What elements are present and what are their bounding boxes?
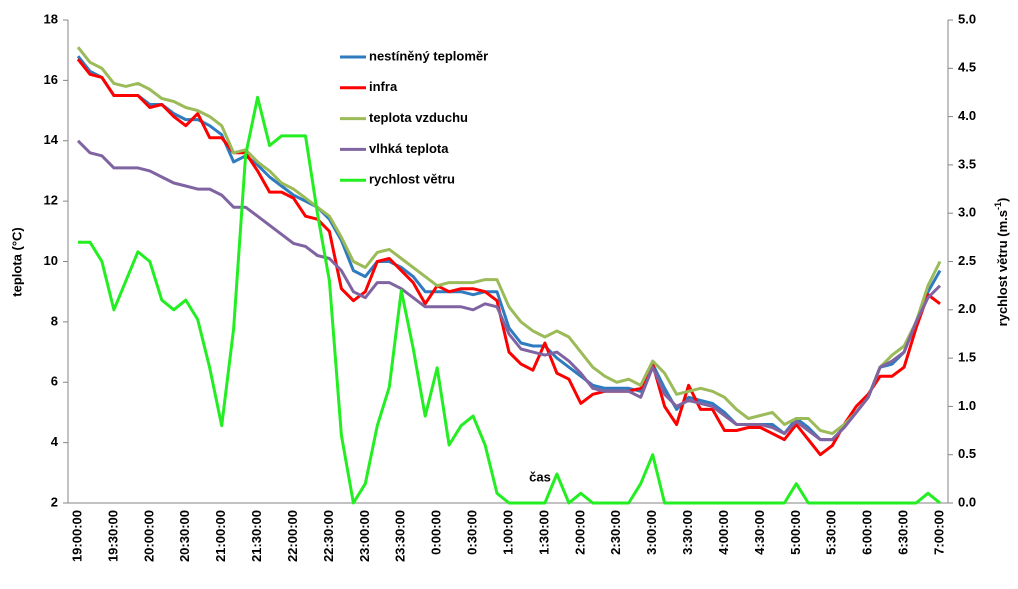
y2-tick-label: 2.5 <box>958 253 976 268</box>
x-tick-label: 1:00:00 <box>500 510 515 555</box>
x-tick-label: 4:00:00 <box>716 510 731 555</box>
x-tick-label: 22:00:00 <box>285 510 300 562</box>
series-line <box>76 55 942 442</box>
x-tick-label: 5:00:00 <box>788 510 803 555</box>
y2-tick-label: 0.5 <box>958 446 976 461</box>
legend-label: nestíněný teploměr <box>369 48 488 63</box>
x-tick-label: 7:00:00 <box>931 510 946 555</box>
x-tick-label: 6:00:00 <box>860 510 875 555</box>
y-tick-label: 6 <box>51 374 58 389</box>
y2-tick-label: 4.0 <box>958 108 976 123</box>
y2-axis-label: rychlost větru (m.s-1) <box>993 198 1010 327</box>
x-tick-label: 23:00:00 <box>357 510 372 562</box>
x-tick-label: 1:30:00 <box>536 510 551 555</box>
x-tick-label: 19:30:00 <box>105 510 120 562</box>
x-tick-label: 23:30:00 <box>393 510 408 562</box>
y2-tick-label: 1.5 <box>958 350 976 365</box>
y2-label-sup: -1 <box>993 202 1003 210</box>
y2-tick-label: 3.5 <box>958 156 976 171</box>
x-axis-label: čas <box>529 469 551 484</box>
series-line <box>76 46 942 436</box>
y2-tick-label: 0.0 <box>958 494 976 509</box>
legend-label: vlhká teplota <box>369 141 449 156</box>
series-line <box>78 95 941 505</box>
y2-tick-label: 3.0 <box>958 205 976 220</box>
y-tick-label: 8 <box>51 313 58 328</box>
series-line <box>76 139 942 442</box>
y2-tick-label: 4.5 <box>958 60 976 75</box>
x-tick-label: 21:00:00 <box>213 510 228 562</box>
x-tick-label: 22:30:00 <box>321 510 336 562</box>
y2-label-end: ) <box>995 198 1010 202</box>
x-tick-label: 0:00:00 <box>429 510 444 555</box>
x-tick-label: 19:00:00 <box>69 510 84 562</box>
x-tick-label: 0:30:00 <box>465 510 480 555</box>
legend-label: teplota vzduchu <box>369 110 468 125</box>
x-tick-label: 20:30:00 <box>177 510 192 562</box>
x-tick-label: 3:00:00 <box>644 510 659 555</box>
y-axis-label: teplota (°C) <box>9 227 24 296</box>
y-tick-label: 4 <box>51 434 59 449</box>
x-tick-label: 6:30:00 <box>896 510 911 555</box>
series-line <box>76 58 941 457</box>
y-tick-label: 14 <box>44 132 59 147</box>
x-tick-label: 2:30:00 <box>608 510 623 555</box>
y-tick-label: 10 <box>44 253 58 268</box>
x-tick-label: 20:00:00 <box>141 510 156 562</box>
x-tick-label: 21:30:00 <box>249 510 264 562</box>
y2-tick-label: 2.0 <box>958 301 976 316</box>
y-tick-label: 18 <box>44 11 58 26</box>
y-tick-label: 16 <box>44 72 58 87</box>
y-tick-label: 12 <box>44 193 58 208</box>
x-tick-label: 5:30:00 <box>824 510 839 555</box>
y-tick-label: 2 <box>51 494 58 509</box>
y2-tick-label: 5.0 <box>958 11 976 26</box>
legend-label: rychlost větru <box>369 172 455 187</box>
y2-label-text: rychlost větru (m.s <box>995 210 1010 326</box>
x-tick-label: 4:30:00 <box>752 510 767 555</box>
y2-tick-label: 1.0 <box>958 398 976 413</box>
x-tick-label: 3:30:00 <box>680 510 695 555</box>
x-tick-label: 2:00:00 <box>572 510 587 555</box>
legend-label: infra <box>369 79 398 94</box>
